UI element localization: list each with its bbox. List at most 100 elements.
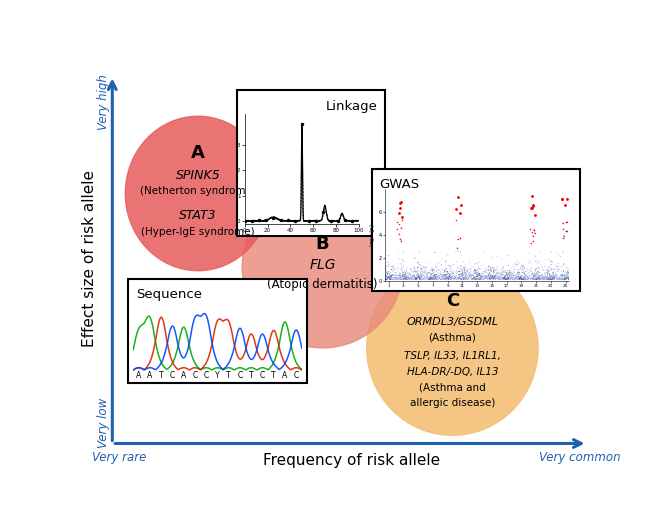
Point — [476, 271, 486, 279]
Point — [507, 274, 517, 282]
Point — [517, 261, 527, 269]
Point — [555, 271, 566, 280]
Point — [496, 265, 507, 274]
Point — [504, 266, 515, 275]
Point — [442, 251, 453, 259]
Point — [537, 276, 548, 284]
Point — [499, 271, 510, 280]
Point — [557, 275, 568, 283]
Point — [427, 266, 438, 274]
Point — [454, 274, 464, 282]
Text: C: C — [170, 371, 175, 380]
Point — [425, 274, 436, 282]
Point — [522, 275, 533, 284]
Point — [468, 275, 479, 283]
Point — [397, 274, 408, 282]
Point — [534, 273, 545, 281]
Point — [459, 275, 470, 283]
Point — [541, 275, 551, 283]
Point — [442, 268, 452, 276]
Point — [383, 271, 393, 279]
Point — [525, 224, 535, 233]
Point — [387, 274, 398, 282]
Point — [418, 268, 429, 276]
Point — [457, 266, 468, 274]
Point — [385, 272, 395, 280]
Point — [516, 265, 527, 274]
Point — [458, 263, 468, 272]
Point — [542, 272, 553, 280]
Point — [389, 271, 399, 280]
Point — [511, 272, 521, 280]
Point — [413, 271, 423, 279]
Point — [469, 275, 480, 284]
Point — [440, 257, 451, 265]
Point — [475, 274, 486, 282]
Point — [389, 276, 399, 284]
Point — [542, 275, 553, 284]
Point — [401, 275, 411, 284]
Point — [406, 275, 417, 284]
Point — [474, 276, 484, 284]
Point — [543, 275, 554, 283]
Point — [516, 273, 527, 281]
Point — [397, 268, 408, 276]
Point — [398, 270, 409, 279]
Point — [559, 201, 570, 210]
Point — [500, 272, 511, 280]
Point — [451, 265, 462, 273]
Point — [464, 271, 475, 279]
Point — [439, 270, 450, 279]
Point — [533, 270, 543, 279]
Point — [442, 274, 452, 282]
Point — [478, 267, 489, 276]
Point — [423, 274, 434, 282]
Point — [466, 268, 477, 276]
Point — [497, 268, 508, 277]
Point — [549, 272, 560, 281]
Point — [480, 273, 490, 281]
Point — [387, 266, 397, 274]
Point — [393, 275, 404, 283]
Point — [478, 275, 489, 283]
Point — [498, 274, 509, 282]
Point — [407, 272, 418, 280]
Point — [480, 274, 490, 282]
Point — [543, 274, 553, 282]
Point — [436, 260, 447, 269]
Point — [443, 269, 454, 278]
Point — [515, 274, 525, 282]
Point — [460, 268, 471, 276]
Point — [381, 272, 392, 280]
Point — [472, 271, 482, 279]
Point — [529, 257, 540, 266]
Point — [494, 270, 505, 279]
Point — [423, 275, 433, 284]
Point — [407, 275, 417, 283]
Point — [389, 274, 399, 282]
Point — [517, 262, 527, 270]
Point — [393, 274, 403, 282]
Point — [476, 268, 487, 277]
Point — [513, 275, 524, 284]
Point — [545, 264, 555, 272]
Point — [407, 274, 417, 282]
Point — [406, 276, 417, 284]
Point — [403, 274, 413, 282]
Point — [535, 272, 546, 280]
Point — [559, 260, 570, 268]
Point — [535, 271, 545, 280]
Point — [395, 199, 406, 207]
Point — [446, 274, 456, 282]
Point — [439, 274, 450, 282]
Point — [413, 272, 423, 281]
Point — [403, 275, 413, 284]
Point — [471, 272, 482, 281]
Point — [523, 259, 533, 268]
Point — [484, 262, 494, 270]
Point — [396, 237, 407, 245]
Point — [382, 269, 393, 278]
Point — [454, 272, 465, 281]
Point — [519, 263, 529, 272]
Point — [450, 274, 461, 282]
